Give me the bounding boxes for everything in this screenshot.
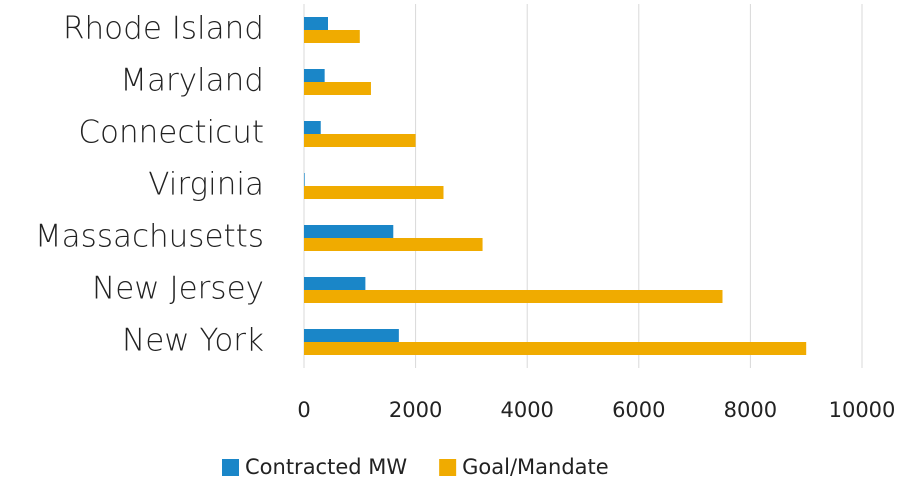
legend-swatch [439,459,457,476]
bar [304,186,444,199]
legend-label: Goal/Mandate [462,455,609,479]
category-label: Maryland [120,63,264,99]
bar [304,134,416,147]
bar [304,329,399,342]
bar [304,69,325,82]
category-label: Virginia [148,167,264,203]
bar [304,30,360,43]
bar [304,17,328,30]
bar [304,121,321,134]
legend-label: Contracted MW [245,455,407,479]
bar [304,290,723,303]
category-label: New York [122,323,264,359]
x-tick-label: 4000 [500,398,553,422]
x-tick-label: 0 [297,398,310,422]
x-tick-label: 2000 [389,398,442,422]
bar [304,342,807,355]
bar [304,277,366,290]
x-tick-label: 10000 [829,398,896,422]
category-label: Massachusetts [35,219,264,255]
x-tick-label: 8000 [724,398,777,422]
category-label: New Jersey [92,271,264,307]
x-tick-label: 6000 [612,398,665,422]
category-label: Rhode Island [63,11,264,47]
legend-swatch [222,459,239,476]
bar [304,238,483,251]
bar [304,225,394,238]
category-label: Connecticut [78,115,264,151]
bar [304,82,371,95]
bar [304,173,305,186]
